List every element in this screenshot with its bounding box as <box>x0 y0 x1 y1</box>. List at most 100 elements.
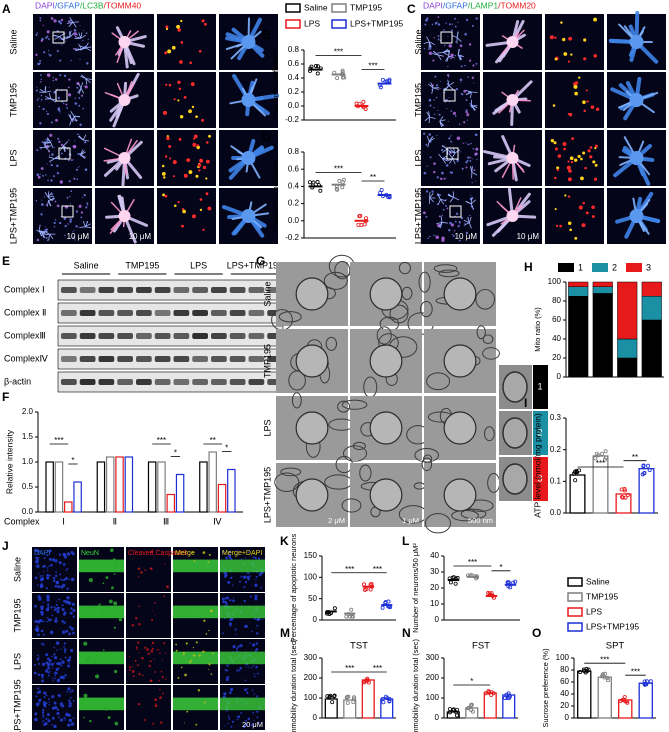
cell-process <box>436 221 443 225</box>
organelle <box>483 426 495 442</box>
puncta <box>86 202 89 205</box>
puncta <box>459 78 463 82</box>
cell-process <box>46 137 52 143</box>
sample-dot <box>603 449 608 454</box>
puncta <box>82 196 84 199</box>
label: TST <box>350 641 368 652</box>
puncta <box>224 725 226 727</box>
label: 1 μM <box>402 516 419 525</box>
significance: * <box>225 444 228 453</box>
puncta <box>34 717 38 722</box>
puncta <box>42 703 46 706</box>
sample-dot <box>342 75 347 80</box>
zoom-box <box>449 205 462 218</box>
puncta <box>42 716 45 719</box>
puncta <box>73 48 75 50</box>
puncta <box>438 193 441 197</box>
puncta <box>80 216 83 219</box>
blot-band <box>229 333 246 339</box>
sample-dot <box>487 592 492 597</box>
puncta <box>168 144 172 148</box>
blot-band <box>117 287 133 293</box>
cell-layer <box>173 651 218 665</box>
soma <box>241 93 256 107</box>
puncta <box>253 720 255 722</box>
puncta <box>459 44 463 48</box>
label: ComplexⅢ <box>4 330 46 340</box>
puncta <box>128 656 131 658</box>
significance: *** <box>334 165 343 174</box>
puncta <box>72 608 76 612</box>
significance: *** <box>596 459 605 468</box>
puncta <box>138 605 141 608</box>
puncta <box>88 577 93 583</box>
puncta <box>256 710 259 713</box>
puncta <box>235 647 239 650</box>
puncta <box>192 647 195 649</box>
puncta <box>46 657 50 661</box>
y-tick-label: 0.4 <box>288 182 300 191</box>
organelle <box>337 400 351 413</box>
puncta <box>192 214 196 218</box>
puncta <box>445 22 447 24</box>
bar <box>124 456 134 513</box>
puncta <box>451 134 453 136</box>
cell-process <box>44 141 46 148</box>
puncta <box>40 213 43 216</box>
y-tick-label: 30 <box>430 567 439 576</box>
puncta <box>159 652 161 654</box>
puncta <box>465 18 469 21</box>
blot-band <box>98 333 115 339</box>
sample-dot <box>334 186 339 191</box>
sample-dot <box>350 614 355 619</box>
puncta <box>40 629 44 633</box>
puncta <box>556 168 559 172</box>
puncta <box>557 154 562 158</box>
cell-process <box>79 45 86 49</box>
sample-dot <box>340 72 345 77</box>
puncta <box>466 112 469 114</box>
puncta <box>53 19 57 23</box>
puncta <box>44 229 47 232</box>
puncta <box>441 236 445 240</box>
puncta <box>46 576 50 580</box>
label: 20 μM <box>242 720 263 729</box>
puncta <box>210 673 213 675</box>
puncta <box>223 571 227 575</box>
cell-process <box>450 148 456 154</box>
puncta <box>51 695 55 699</box>
puncta <box>49 670 51 673</box>
y-tick-label: 300 <box>426 653 440 662</box>
soma <box>118 152 131 164</box>
puncta <box>175 649 178 652</box>
puncta <box>196 145 200 150</box>
sample-dot <box>618 698 623 703</box>
puncta <box>73 230 75 232</box>
panel-letter: K <box>280 534 289 548</box>
puncta <box>201 19 205 23</box>
puncta <box>467 76 469 78</box>
puncta <box>151 618 154 621</box>
puncta <box>57 661 61 666</box>
puncta <box>60 664 63 667</box>
cell-process <box>448 55 455 59</box>
puncta <box>89 719 92 723</box>
puncta <box>79 123 82 126</box>
soma <box>506 210 519 222</box>
sample-dot <box>325 694 330 699</box>
label: Complex <box>4 516 40 526</box>
cell-layer <box>79 697 124 711</box>
blot-band <box>248 287 265 293</box>
puncta <box>59 675 64 679</box>
puncta <box>177 28 181 32</box>
puncta <box>98 604 101 607</box>
blot-band <box>79 287 96 293</box>
blot-band <box>229 356 246 362</box>
puncta <box>203 701 206 704</box>
puncta <box>78 104 81 107</box>
bar <box>64 501 73 513</box>
puncta <box>42 601 45 604</box>
puncta <box>165 678 167 681</box>
puncta <box>164 194 168 198</box>
puncta <box>188 109 192 114</box>
